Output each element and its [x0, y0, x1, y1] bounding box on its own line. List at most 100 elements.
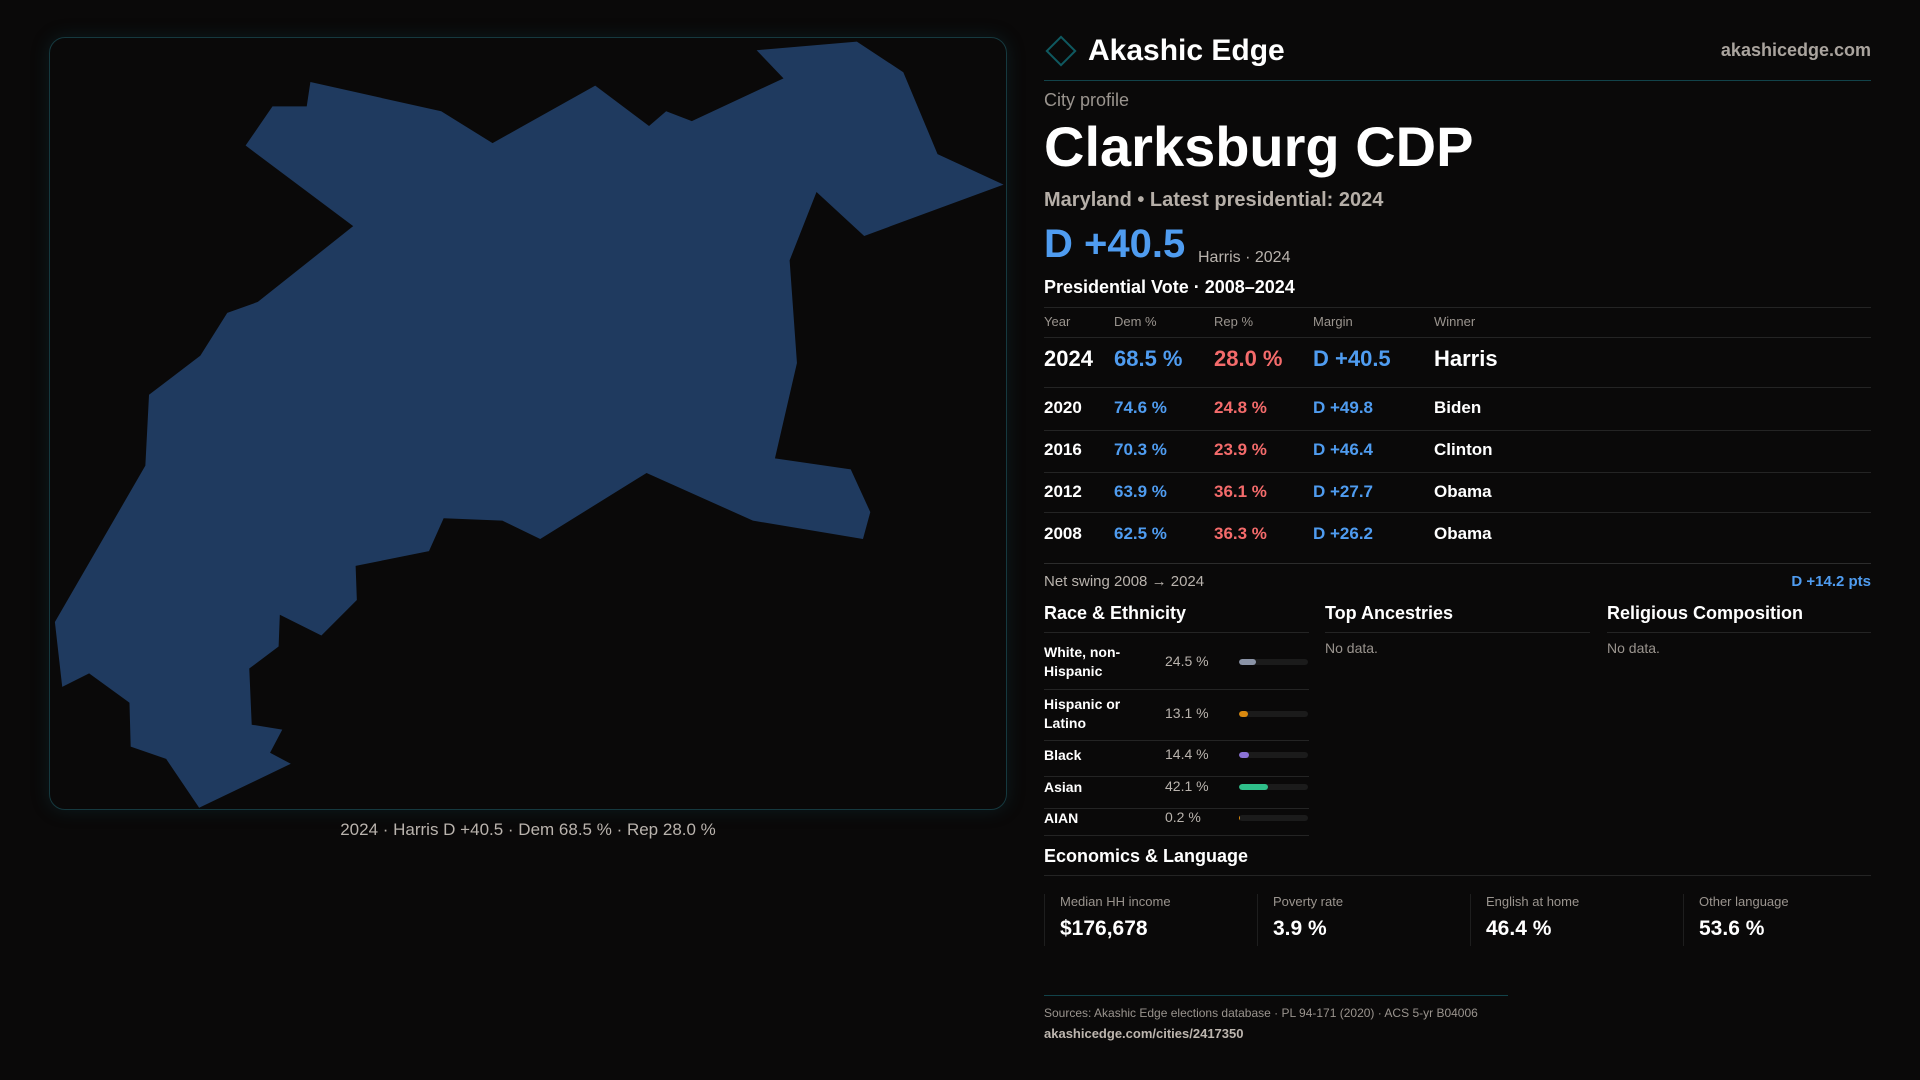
race-bar-fill — [1239, 659, 1256, 665]
city-url-link[interactable]: akashicedge.com/cities/2417350 — [1044, 1026, 1244, 1041]
stat-other-language: Other language 53.6 % — [1683, 894, 1896, 946]
race-bar — [1239, 815, 1308, 821]
race-label: White, non-Hispanic — [1044, 644, 1121, 679]
race-value: 42.1 % — [1165, 778, 1209, 794]
row-divider — [1044, 472, 1871, 473]
cell-dem: 70.3 % — [1114, 440, 1167, 459]
race-value: 14.4 % — [1165, 746, 1209, 762]
col-year: Year — [1044, 314, 1071, 329]
page-title: Clarksburg CDP — [1044, 115, 1474, 178]
cell-dem: 74.6 % — [1114, 398, 1167, 417]
race-bar — [1239, 752, 1308, 758]
cell-winner: Harris — [1434, 346, 1498, 371]
row-divider — [1044, 740, 1309, 741]
cell-year: 2008 — [1044, 524, 1082, 543]
divider — [1325, 632, 1590, 633]
cell-winner: Clinton — [1434, 440, 1493, 459]
stat-value: 53.6 % — [1699, 917, 1765, 940]
votes-title: Presidential Vote · 2008–2024 — [1044, 277, 1295, 297]
cell-margin: D +40.5 — [1313, 346, 1391, 371]
sources-text: Sources: Akashic Edge elections database… — [1044, 1006, 1478, 1020]
row-divider — [1044, 512, 1871, 513]
race-label: Asian — [1044, 779, 1083, 795]
site-link[interactable]: akashicedge.com — [1720, 40, 1871, 60]
ancestries-empty: No data. — [1325, 640, 1378, 656]
cell-rep: 36.1 % — [1214, 482, 1267, 501]
race-bar — [1239, 784, 1308, 790]
ancestries-title: Top Ancestries — [1325, 603, 1454, 623]
row-divider — [1044, 430, 1871, 431]
divider — [1044, 307, 1871, 308]
cell-rep: 28.0 % — [1214, 346, 1283, 371]
divider — [1044, 632, 1309, 633]
cell-winner: Obama — [1434, 482, 1492, 501]
economics-stats: Median HH income $176,678 Poverty rate 3.9… — [1044, 894, 1896, 946]
divider — [1044, 337, 1871, 338]
race-value: 13.1 % — [1165, 705, 1209, 721]
diamond-logo-icon — [1045, 35, 1077, 67]
col-margin: Margin — [1313, 314, 1353, 329]
map-caption: 2024 · Harris D +40.5 · Dem 68.5 % · Rep… — [340, 820, 716, 839]
cell-year: 2020 — [1044, 398, 1082, 417]
col-winner: Winner — [1434, 314, 1476, 329]
stat-value: 3.9 % — [1273, 917, 1327, 940]
city-boundary-shape — [54, 41, 1004, 808]
race-bar-fill — [1239, 815, 1241, 821]
headline-margin: D +40.5 — [1044, 222, 1186, 266]
swing-value: D +14.2 pts — [1791, 573, 1871, 590]
cell-year: 2016 — [1044, 440, 1082, 459]
page-kicker: City profile — [1044, 90, 1130, 110]
stat-label: Median HH income — [1060, 894, 1171, 909]
map-panel[interactable] — [49, 37, 1007, 810]
race-bar-fill — [1239, 711, 1249, 717]
row-divider — [1044, 835, 1309, 836]
stat-value: 46.4 % — [1486, 917, 1552, 940]
divider — [1044, 875, 1871, 876]
race-bar — [1239, 659, 1308, 665]
divider — [1044, 563, 1871, 564]
footer-divider — [1044, 995, 1508, 996]
cell-margin: D +27.7 — [1313, 482, 1374, 501]
stat-label: English at home — [1486, 894, 1580, 909]
row-divider — [1044, 689, 1309, 690]
city-boundary-map — [54, 41, 1004, 808]
brand-name: Akashic Edge — [1088, 34, 1285, 67]
cell-dem: 68.5 % — [1114, 346, 1183, 371]
cell-margin: D +46.4 — [1313, 440, 1374, 459]
cell-year: 2024 — [1044, 346, 1093, 371]
stat-english-home: English at home 46.4 % — [1470, 894, 1683, 946]
swing-label: Net swing 2008 → 2024 — [1044, 573, 1205, 590]
stat-median-income: Median HH income $176,678 — [1044, 894, 1257, 946]
col-dem: Dem % — [1114, 314, 1157, 329]
col-rep: Rep % — [1214, 314, 1254, 329]
race-bar — [1239, 711, 1308, 717]
header-divider — [1044, 80, 1871, 81]
row-divider — [1044, 808, 1309, 809]
race-label: AIAN — [1044, 810, 1079, 826]
stat-value: $176,678 — [1060, 917, 1148, 940]
race-bar-fill — [1239, 784, 1269, 790]
race-bar-fill — [1239, 752, 1249, 758]
cell-dem: 63.9 % — [1114, 482, 1167, 501]
cell-rep: 36.3 % — [1214, 524, 1267, 543]
cell-winner: Biden — [1434, 398, 1482, 417]
race-value: 24.5 % — [1165, 653, 1209, 669]
cell-margin: D +49.8 — [1313, 398, 1374, 417]
row-divider — [1044, 387, 1871, 388]
cell-dem: 62.5 % — [1114, 524, 1167, 543]
religion-title: Religious Composition — [1607, 603, 1803, 623]
row-divider — [1044, 776, 1309, 777]
stat-label: Other language — [1699, 894, 1789, 909]
economics-title: Economics & Language — [1044, 846, 1249, 866]
stat-label: Poverty rate — [1273, 894, 1344, 909]
race-title: Race & Ethnicity — [1044, 603, 1187, 623]
race-value: 0.2 % — [1165, 809, 1201, 825]
stat-poverty-rate: Poverty rate 3.9 % — [1257, 894, 1470, 946]
brand-logo[interactable]: Akashic Edge — [1044, 34, 1285, 68]
cell-year: 2012 — [1044, 482, 1082, 501]
cell-winner: Obama — [1434, 524, 1492, 543]
cell-rep: 23.9 % — [1214, 440, 1267, 459]
page-subtitle: Maryland • Latest presidential: 2024 — [1044, 189, 1384, 211]
religion-empty: No data. — [1607, 640, 1660, 656]
headline-note: Harris · 2024 — [1198, 249, 1291, 266]
